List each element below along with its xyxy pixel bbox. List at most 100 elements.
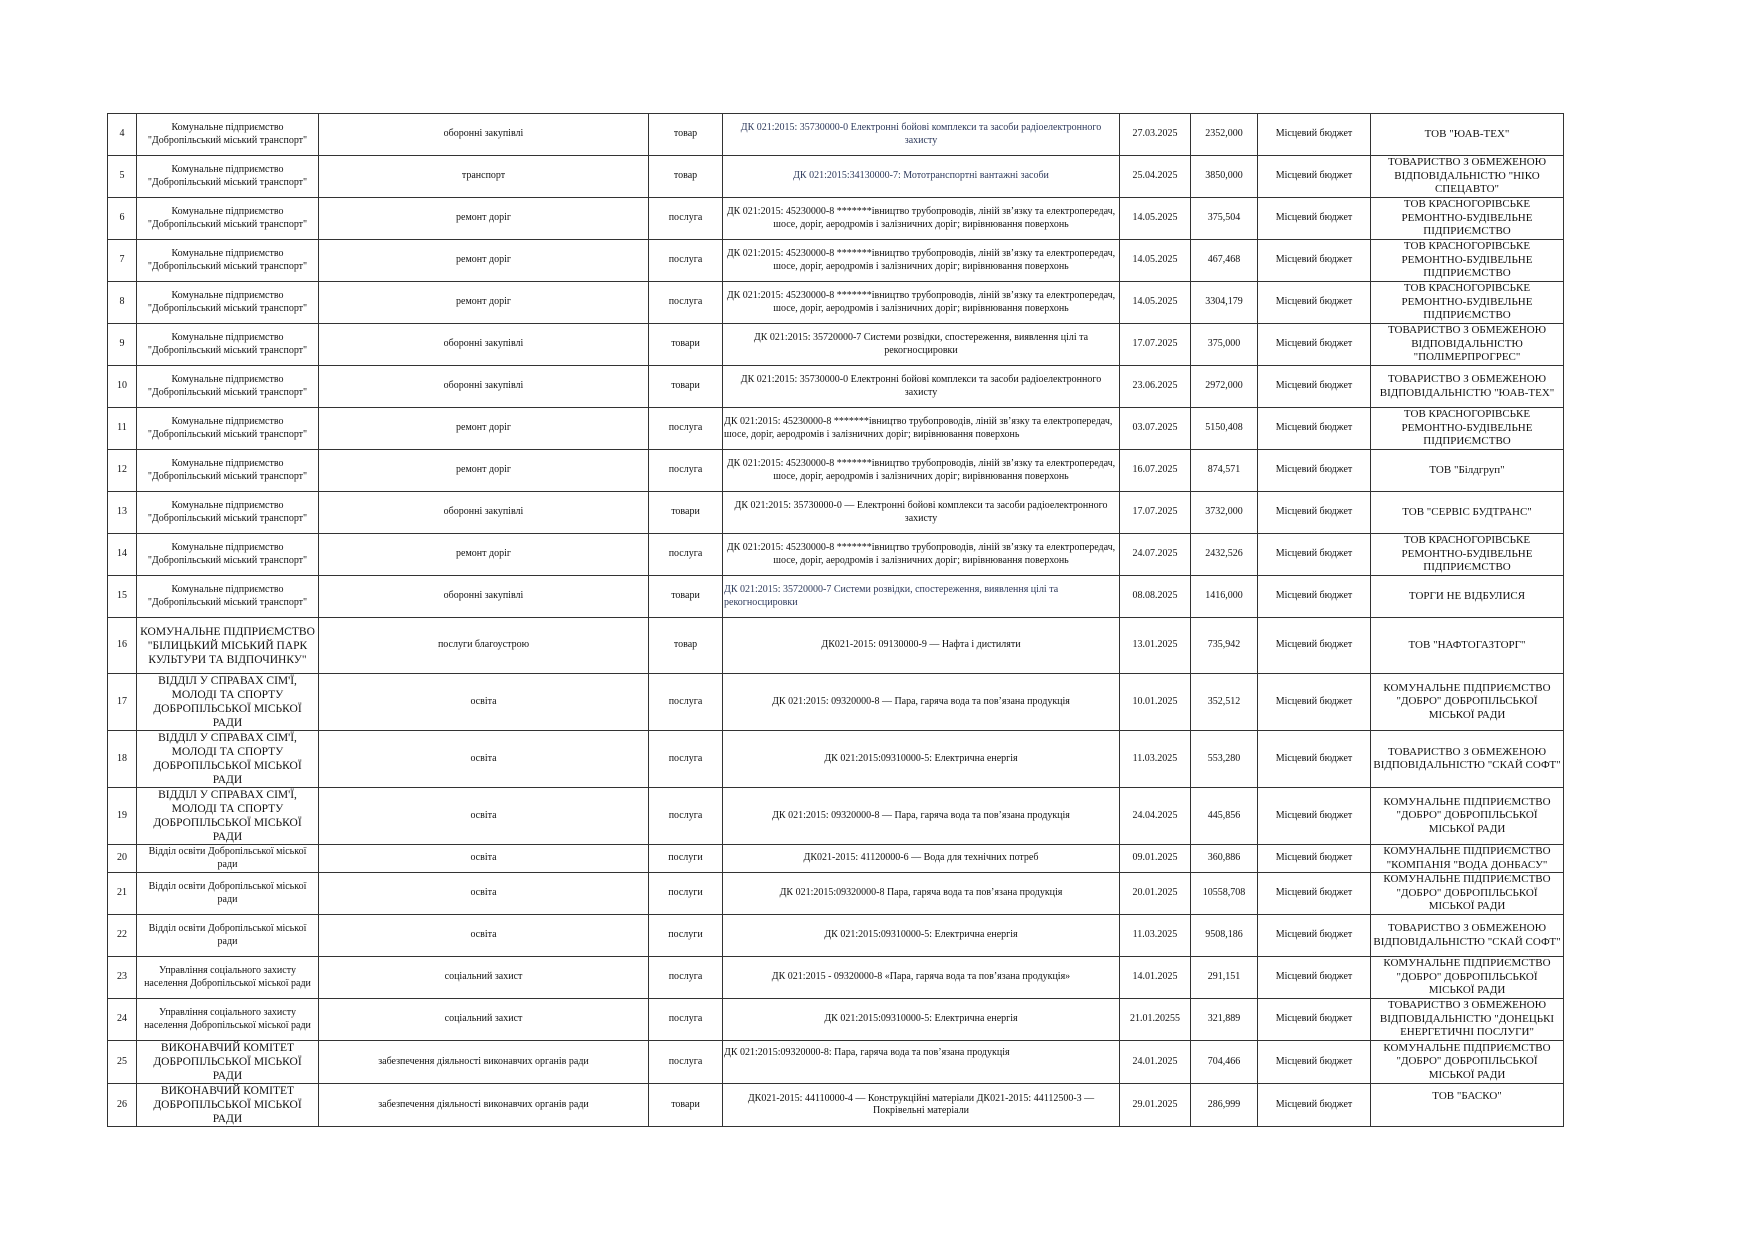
amount-cell: 3732,000 <box>1190 491 1258 534</box>
procurement-type-cell: послуга <box>648 407 723 450</box>
amount-cell: 3850,000 <box>1190 155 1258 198</box>
dk-classifier-code-cell: ДК 021:2015: 45230000-8 *******івництво … <box>722 407 1120 450</box>
procurement-date-cell: 24.07.2025 <box>1119 533 1191 576</box>
table-row: 17 ВІДДІЛ У СПРАВАХ СІМ'Ї, МОЛОДІ ТА СПОР… <box>107 673 1564 731</box>
amount-cell: 291,151 <box>1190 956 1258 999</box>
row-number-cell: 12 <box>107 449 137 492</box>
supplier-cell: ТОВАРИСТВО З ОБМЕЖЕНОЮ ВІДПОВІДАЛЬНІСТЮ … <box>1370 998 1564 1041</box>
row-number-cell: 17 <box>107 673 137 731</box>
procurement-date-cell: 17.07.2025 <box>1119 491 1191 534</box>
amount-cell: 2352,000 <box>1190 113 1258 156</box>
table-row: 26 ВИКОНАВЧИЙ КОМІТЕТ ДОБРОПІЛЬСЬКОЇ МІСЬ… <box>107 1083 1564 1127</box>
procurement-date-cell: 21.01.20255 <box>1119 998 1191 1041</box>
funding-source-cell: Місцевий бюджет <box>1257 281 1371 324</box>
procurement-subject-cell: послуги благоустрою <box>318 617 649 674</box>
table-row: 12 Комунальне підприємство "Добропільськи… <box>107 449 1564 492</box>
row-number-cell: 21 <box>107 872 137 915</box>
customer-organization-cell: Комунальне підприємство "Добропільський … <box>136 491 319 534</box>
funding-source-cell: Місцевий бюджет <box>1257 197 1371 240</box>
customer-organization-cell: ВІДДІЛ У СПРАВАХ СІМ'Ї, МОЛОДІ ТА СПОРТУ… <box>136 730 319 788</box>
row-number-cell: 15 <box>107 575 137 618</box>
table-row: 18 ВІДДІЛ У СПРАВАХ СІМ'Ї, МОЛОДІ ТА СПОР… <box>107 730 1564 788</box>
amount-cell: 874,571 <box>1190 449 1258 492</box>
table-row: 11 Комунальне підприємство "Добропільськи… <box>107 407 1564 450</box>
funding-source-cell: Місцевий бюджет <box>1257 575 1371 618</box>
table-row: 20 Відділ освіти Добропільської міської р… <box>107 844 1564 873</box>
dk-classifier-code-cell: ДК 021:2015: 35730000-0 Електронні бойов… <box>722 365 1120 408</box>
table-row: 6 Комунальне підприємство "Добропільський… <box>107 197 1564 240</box>
row-number-cell: 4 <box>107 113 137 156</box>
procurement-type-cell: товар <box>648 113 723 156</box>
funding-source-cell: Місцевий бюджет <box>1257 113 1371 156</box>
dk-classifier-code-cell: ДК 021:2015: 35730000-0 — Електронні бой… <box>722 491 1120 534</box>
funding-source-cell: Місцевий бюджет <box>1257 449 1371 492</box>
procurement-type-cell: товари <box>648 365 723 408</box>
dk-classifier-code-cell: ДК021-2015: 41120000-6 — Вода для техніч… <box>722 844 1120 873</box>
customer-organization-cell: Комунальне підприємство "Добропільський … <box>136 407 319 450</box>
supplier-cell: КОМУНАЛЬНЕ ПІДПРИЄМСТВО "ДОБРО" ДОБРОПІЛ… <box>1370 673 1564 731</box>
procurement-date-cell: 25.04.2025 <box>1119 155 1191 198</box>
row-number-cell: 9 <box>107 323 137 366</box>
funding-source-cell: Місцевий бюджет <box>1257 407 1371 450</box>
procurement-date-cell: 20.01.2025 <box>1119 872 1191 915</box>
supplier-cell: ТОВ КРАСНОГОРІВСЬКЕ РЕМОНТНО-БУДІВЕЛЬНЕ … <box>1370 239 1564 282</box>
funding-source-cell: Місцевий бюджет <box>1257 533 1371 576</box>
procurement-type-cell: послуга <box>648 1040 723 1084</box>
funding-source-cell: Місцевий бюджет <box>1257 730 1371 788</box>
procurement-type-cell: послуга <box>648 730 723 788</box>
supplier-cell: КОМУНАЛЬНЕ ПІДПРИЄМСТВО "КОМПАНІЯ "ВОДА … <box>1370 844 1564 873</box>
supplier-cell: КОМУНАЛЬНЕ ПІДПРИЄМСТВО "ДОБРО" ДОБРОПІЛ… <box>1370 1040 1564 1084</box>
funding-source-cell: Місцевий бюджет <box>1257 787 1371 845</box>
procurement-date-cell: 14.01.2025 <box>1119 956 1191 999</box>
procurement-subject-cell: освіта <box>318 872 649 915</box>
funding-source-cell: Місцевий бюджет <box>1257 844 1371 873</box>
amount-cell: 735,942 <box>1190 617 1258 674</box>
table-row: 4 Комунальне підприємство "Добропільський… <box>107 113 1564 156</box>
row-number-cell: 18 <box>107 730 137 788</box>
dk-classifier-code-cell: ДК 021:2015:34130000-7: Мототранспортні … <box>722 155 1120 198</box>
dk-classifier-code-cell: ДК 021:2015:09320000-8: Пара, гаряча вод… <box>722 1040 1120 1084</box>
customer-organization-cell: Управління соціального захисту населення… <box>136 998 319 1041</box>
amount-cell: 5150,408 <box>1190 407 1258 450</box>
procurement-type-cell: товари <box>648 491 723 534</box>
procurement-subject-cell: оборонні закупівлі <box>318 365 649 408</box>
dk-classifier-code-cell: ДК 021:2015 - 09320000-8 «Пара, гаряча в… <box>722 956 1120 999</box>
customer-organization-cell: Відділ освіти Добропільської міської рад… <box>136 844 319 873</box>
row-number-cell: 26 <box>107 1083 137 1127</box>
table-row: 16 КОМУНАЛЬНЕ ПІДПРИЄМСТВО "БІЛИЦЬКИЙ МІС… <box>107 617 1564 674</box>
funding-source-cell: Місцевий бюджет <box>1257 155 1371 198</box>
table-row: 19 ВІДДІЛ У СПРАВАХ СІМ'Ї, МОЛОДІ ТА СПОР… <box>107 787 1564 845</box>
supplier-cell: ТОВАРИСТВО З ОБМЕЖЕНОЮ ВІДПОВІДАЛЬНІСТЮ … <box>1370 730 1564 788</box>
customer-organization-cell: Управління соціального захисту населення… <box>136 956 319 999</box>
procurement-date-cell: 08.08.2025 <box>1119 575 1191 618</box>
customer-organization-cell: Комунальне підприємство "Добропільський … <box>136 197 319 240</box>
procurement-type-cell: послуга <box>648 673 723 731</box>
procurement-table: 4 Комунальне підприємство "Добропільський… <box>107 113 1564 1127</box>
supplier-cell: ТОВ КРАСНОГОРІВСЬКЕ РЕМОНТНО-БУДІВЕЛЬНЕ … <box>1370 533 1564 576</box>
procurement-date-cell: 11.03.2025 <box>1119 730 1191 788</box>
dk-classifier-code-cell: ДК 021:2015:09320000-8 Пара, гаряча вода… <box>722 872 1120 915</box>
supplier-cell: ТОВ КРАСНОГОРІВСЬКЕ РЕМОНТНО-БУДІВЕЛЬНЕ … <box>1370 197 1564 240</box>
procurement-subject-cell: ремонт доріг <box>318 239 649 282</box>
customer-organization-cell: ВІДДІЛ У СПРАВАХ СІМ'Ї, МОЛОДІ ТА СПОРТУ… <box>136 787 319 845</box>
procurement-date-cell: 29.01.2025 <box>1119 1083 1191 1127</box>
row-number-cell: 13 <box>107 491 137 534</box>
row-number-cell: 7 <box>107 239 137 282</box>
dk-classifier-code-cell: ДК 021:2015: 09320000-8 — Пара, гаряча в… <box>722 673 1120 731</box>
table-row: 13 Комунальне підприємство "Добропільськи… <box>107 491 1564 534</box>
procurement-date-cell: 16.07.2025 <box>1119 449 1191 492</box>
procurement-subject-cell: ремонт доріг <box>318 407 649 450</box>
procurement-type-cell: послуга <box>648 533 723 576</box>
procurement-subject-cell: оборонні закупівлі <box>318 113 649 156</box>
customer-organization-cell: Комунальне підприємство "Добропільський … <box>136 449 319 492</box>
supplier-cell: ТОРГИ НЕ ВІДБУЛИСЯ <box>1370 575 1564 618</box>
dk-classifier-code-cell: ДК 021:2015:09310000-5: Електрична енерг… <box>722 914 1120 957</box>
procurement-type-cell: послуга <box>648 281 723 324</box>
amount-cell: 375,504 <box>1190 197 1258 240</box>
supplier-cell: ТОВ КРАСНОГОРІВСЬКЕ РЕМОНТНО-БУДІВЕЛЬНЕ … <box>1370 407 1564 450</box>
amount-cell: 2972,000 <box>1190 365 1258 408</box>
procurement-subject-cell: оборонні закупівлі <box>318 323 649 366</box>
procurement-type-cell: товар <box>648 155 723 198</box>
row-number-cell: 16 <box>107 617 137 674</box>
customer-organization-cell: Комунальне підприємство "Добропільський … <box>136 113 319 156</box>
